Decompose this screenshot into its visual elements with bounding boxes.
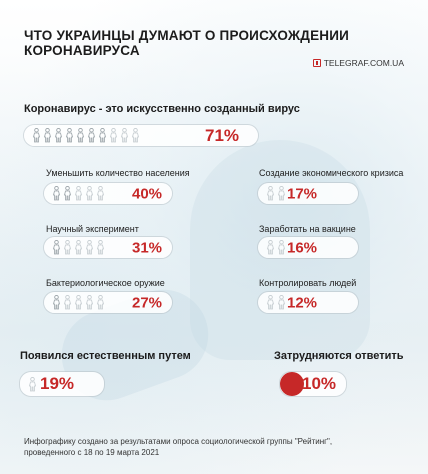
value-experiment: 31% (132, 239, 163, 256)
item-label-depopulation: Уменьшить количество населения (46, 168, 190, 178)
person-icon (266, 240, 275, 255)
value-vaccine: 16% (287, 239, 318, 256)
person-icon (96, 186, 105, 201)
person-icon (63, 295, 72, 310)
people-row (52, 186, 105, 201)
page-title: ЧТО УКРАИНЦЫ ДУМАЮТ О ПРОИСХОЖДЕНИИ КОРО… (24, 28, 350, 58)
person-icon (87, 128, 96, 143)
person-icon (109, 128, 118, 143)
bar-undecided: 10% (280, 372, 346, 396)
person-icon (76, 128, 85, 143)
bar-control: 12% (258, 292, 358, 313)
person-icon (85, 295, 94, 310)
person-icon (85, 240, 94, 255)
person-icon (63, 186, 72, 201)
source-label: TELEGRAF.COM.UA (323, 58, 404, 68)
bar-economic: 17% (258, 183, 358, 204)
people-row (52, 295, 105, 310)
bar-depopulation: 40% (44, 183, 172, 204)
source-credit[interactable]: TELEGRAF.COM.UA (312, 58, 404, 68)
person-icon (74, 295, 83, 310)
people-row (52, 240, 105, 255)
bar-bioweapon: 27% (44, 292, 172, 313)
people-row (266, 186, 286, 201)
person-icon (65, 128, 74, 143)
person-icon (54, 128, 63, 143)
person-icon (277, 295, 286, 310)
person-icon (28, 376, 37, 392)
bar-experiment: 31% (44, 237, 172, 258)
footer-line-1: Инфографику создано за результатами опро… (24, 437, 333, 446)
value-control: 12% (287, 294, 318, 311)
item-label-experiment: Научный эксперимент (46, 224, 139, 234)
person-icon (74, 240, 83, 255)
person-icon (43, 128, 52, 143)
people-row (266, 240, 286, 255)
person-icon (32, 128, 41, 143)
value-natural: 19% (40, 374, 75, 393)
person-icon (120, 128, 129, 143)
value-depopulation: 40% (132, 185, 163, 202)
person-icon (96, 240, 105, 255)
person-icon (266, 295, 275, 310)
person-icon (74, 186, 83, 201)
value-undecided: 10% (302, 374, 337, 393)
person-icon (266, 186, 275, 201)
person-icon (52, 240, 61, 255)
person-icon (85, 186, 94, 201)
item-label-bioweapon: Бактериологическое оружие (46, 278, 165, 288)
bar-artificial: 71% (24, 125, 258, 146)
bar-vaccine: 16% (258, 237, 358, 258)
person-icon (52, 186, 61, 201)
person-icon (277, 240, 286, 255)
bar-natural: 19% (20, 372, 104, 396)
item-label-economic: Создание экономического кризиса (259, 168, 404, 178)
telegraf-icon (312, 59, 321, 67)
undecided-marker (280, 372, 304, 396)
value-economic: 17% (287, 185, 318, 202)
item-label-control: Контролировать людей (259, 278, 357, 288)
item-label-artificial: Коронавирус - это искусственно созданный… (24, 103, 300, 115)
people-row (28, 376, 37, 392)
footer-line-2: проведенного с 18 по 19 марта 2021 (24, 448, 160, 457)
person-icon (96, 295, 105, 310)
person-icon (52, 295, 61, 310)
value-bioweapon: 27% (132, 294, 163, 311)
person-icon (63, 240, 72, 255)
people-row (32, 128, 140, 143)
people-row (266, 295, 286, 310)
item-label-vaccine: Заработать на вакцине (259, 224, 356, 234)
person-icon (131, 128, 140, 143)
person-icon (277, 186, 286, 201)
value-artificial: 71% (205, 125, 240, 145)
person-icon (98, 128, 107, 143)
item-label-natural: Появился естественным путем (20, 350, 191, 362)
footer-note: Инфографику создано за результатами опро… (24, 436, 332, 458)
item-label-undecided: Затрудняются ответить (274, 350, 404, 362)
